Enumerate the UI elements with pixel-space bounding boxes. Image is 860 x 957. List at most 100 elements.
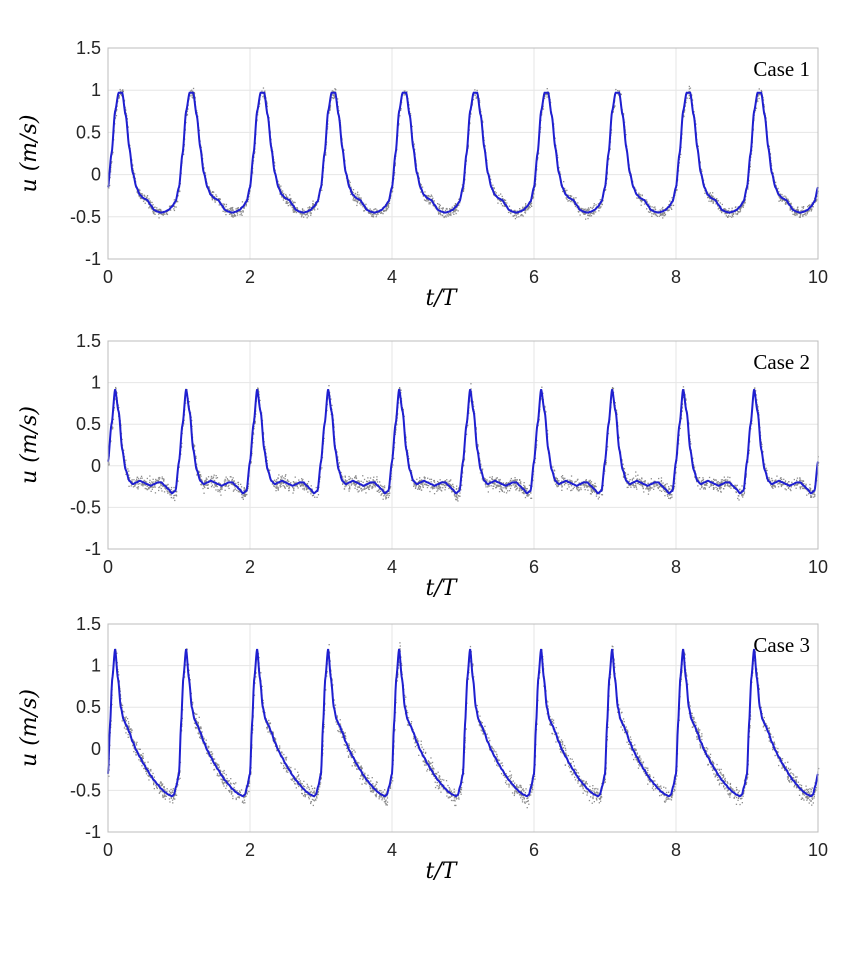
- scatter-point: [359, 202, 361, 204]
- scatter-point: [572, 488, 574, 490]
- scatter-point: [805, 483, 807, 485]
- scatter-point: [112, 151, 114, 153]
- scatter-point: [388, 202, 391, 205]
- scatter-point: [509, 487, 512, 490]
- scatter-point: [731, 209, 733, 212]
- scatter-point: [646, 201, 648, 203]
- scatter-point: [731, 214, 733, 217]
- scatter-point: [138, 188, 140, 190]
- scatter-point: [261, 90, 263, 92]
- scatter-point: [527, 208, 529, 210]
- scatter-point: [668, 204, 670, 206]
- scatter-point: [445, 215, 447, 217]
- scatter-point: [641, 478, 643, 480]
- scatter-point: [515, 489, 517, 491]
- scatter-point: [357, 486, 359, 488]
- scatter-point: [780, 485, 783, 488]
- scatter-point: [189, 95, 191, 97]
- scatter-point: [385, 497, 388, 499]
- scatter-point: [523, 482, 525, 484]
- scatter-point: [613, 107, 615, 109]
- scatter-point: [169, 494, 171, 496]
- scatter-point: [769, 153, 772, 155]
- scatter-point: [694, 476, 696, 478]
- scatter-point: [582, 208, 584, 210]
- scatter-point: [302, 485, 305, 487]
- scatter-point: [207, 487, 209, 489]
- scatter-point: [385, 496, 387, 498]
- scatter-point: [514, 480, 516, 482]
- scatter-point: [130, 485, 132, 487]
- scatter-point: [629, 484, 631, 487]
- scatter-point: [659, 209, 661, 211]
- scatter-point: [148, 198, 150, 200]
- scatter-point: [725, 478, 727, 481]
- scatter-point: [758, 94, 760, 96]
- scatter-point: [599, 199, 601, 201]
- scatter-point: [589, 486, 591, 488]
- scatter-point: [158, 486, 160, 489]
- scatter-point: [125, 113, 127, 115]
- scatter-point: [245, 203, 247, 205]
- scatter-point: [592, 489, 594, 491]
- scatter-point: [141, 477, 143, 479]
- scatter-point: [727, 210, 729, 212]
- scatter-point: [761, 446, 763, 448]
- scatter-point: [520, 214, 522, 216]
- scatter-point: [309, 212, 311, 214]
- scatter-point: [128, 485, 130, 487]
- scatter-point: [555, 477, 557, 479]
- scatter-point: [593, 486, 595, 488]
- scatter-point: [525, 489, 528, 492]
- scatter-point: [137, 483, 139, 485]
- scatter-point: [430, 478, 433, 480]
- scatter-point: [529, 491, 532, 493]
- scatter-point: [801, 209, 803, 211]
- scatter-point: [738, 499, 740, 501]
- scatter-point: [501, 489, 503, 491]
- scatter-point: [590, 489, 592, 491]
- scatter-point: [299, 484, 302, 487]
- scatter-point: [371, 214, 374, 216]
- scatter-point: [594, 482, 596, 485]
- scatter-point: [567, 484, 569, 486]
- scatter-point: [640, 483, 643, 485]
- scatter-point: [371, 215, 373, 217]
- scatter-point: [399, 115, 401, 117]
- scatter-point: [614, 105, 616, 107]
- scatter-point: [219, 198, 221, 201]
- scatter-point: [193, 92, 196, 95]
- scatter-point: [149, 486, 151, 488]
- scatter-point: [383, 210, 385, 212]
- scatter-point: [125, 459, 127, 461]
- scatter-point: [593, 211, 595, 213]
- scatter-point: [649, 205, 651, 207]
- scatter-point: [731, 213, 733, 215]
- scatter-point: [360, 488, 362, 490]
- scatter-point: [583, 484, 585, 486]
- scatter-point: [533, 193, 535, 195]
- scatter-point: [163, 478, 165, 480]
- scatter-point: [768, 478, 770, 481]
- scatter-point: [266, 105, 268, 107]
- scatter-point: [226, 478, 228, 480]
- scatter-point: [134, 484, 136, 487]
- scatter-point: [444, 489, 446, 491]
- scatter-point: [362, 206, 364, 208]
- scatter-point: [413, 484, 415, 486]
- scatter-point: [222, 210, 224, 212]
- scatter-point: [488, 485, 490, 487]
- scatter-point: [710, 200, 712, 202]
- scatter-point: [231, 208, 233, 210]
- scatter-point: [257, 114, 259, 116]
- scatter-point: [173, 486, 175, 489]
- scatter-point: [590, 215, 593, 217]
- scatter-point: [605, 463, 607, 466]
- scatter-point: [266, 101, 268, 103]
- x-tick-label: 10: [808, 267, 828, 287]
- scatter-point: [643, 480, 646, 482]
- scatter-point: [324, 153, 327, 155]
- scatter-point: [671, 485, 673, 487]
- scatter-point: [315, 204, 318, 206]
- scatter-point: [312, 494, 315, 496]
